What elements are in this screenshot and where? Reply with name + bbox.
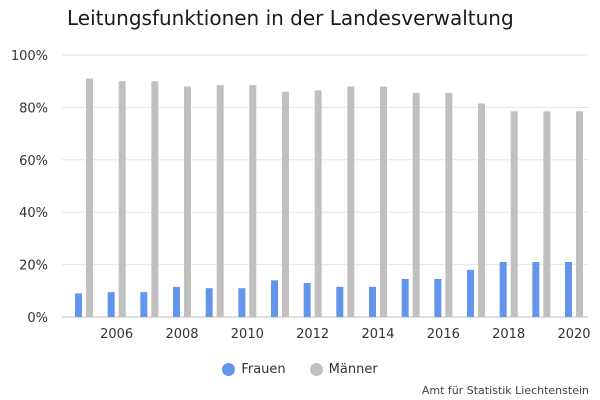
bar-mnner-2007[interactable] <box>151 81 159 317</box>
bar-mnner-2011[interactable] <box>282 91 289 318</box>
bar-frauen-2019[interactable] <box>532 261 540 317</box>
bar-frauen-2016[interactable] <box>434 279 442 317</box>
bar-frauen-2010[interactable] <box>238 288 246 317</box>
legend-swatch-maenner <box>309 363 323 376</box>
legend-label-frauen: Frauen <box>241 362 286 377</box>
x-axis-ticks: 2006 2008 2010 2012 2014 2016 2018 2020 <box>100 327 590 342</box>
bar-frauen-2015[interactable] <box>401 279 409 317</box>
y-tick-label: 80% <box>19 101 48 116</box>
legend: Frauen Männer <box>0 362 600 377</box>
y-tick-label: 0% <box>27 311 48 326</box>
bar-mnner-2006[interactable] <box>118 81 126 317</box>
bar-frauen-2012[interactable] <box>303 282 311 317</box>
bar-frauen-2011[interactable] <box>271 280 278 317</box>
source-note: Amt für Statistik Liechtenstein <box>421 384 589 397</box>
legend-label-maenner: Männer <box>328 362 378 377</box>
bar-mnner-2015[interactable] <box>412 92 420 318</box>
bar-mnner-2012[interactable] <box>314 90 322 318</box>
bar-mnner-2005[interactable] <box>86 78 93 317</box>
bar-frauen-2007[interactable] <box>140 292 148 317</box>
legend-item-maenner[interactable]: Männer <box>309 362 378 377</box>
y-tick-label: 40% <box>19 206 48 221</box>
bar-frauen-2008[interactable] <box>173 286 180 317</box>
legend-item-frauen[interactable]: Frauen <box>222 362 286 377</box>
bar-frauen-2014[interactable] <box>369 286 376 317</box>
bar-mnner-2017[interactable] <box>478 103 485 317</box>
bar-mnner-2014[interactable] <box>380 86 387 317</box>
y-tick-label: 60% <box>19 154 48 169</box>
bar-frauen-2009[interactable] <box>205 288 213 317</box>
y-axis-ticks: 0% 20% 40% 60% 80% 100% <box>11 49 48 326</box>
x-tick-label: 2006 <box>100 327 133 342</box>
bars <box>75 78 583 318</box>
y-tick-label: 20% <box>19 259 48 274</box>
bar-frauen-2005[interactable] <box>75 293 82 317</box>
legend-swatch-frauen <box>222 363 236 376</box>
bar-frauen-2020[interactable] <box>565 261 572 317</box>
x-tick-label: 2016 <box>427 327 460 342</box>
bar-frauen-2013[interactable] <box>336 286 344 317</box>
y-tick-label: 100% <box>11 49 48 64</box>
bar-mnner-2016[interactable] <box>445 92 453 318</box>
bar-frauen-2017[interactable] <box>467 269 474 317</box>
bar-mnner-2010[interactable] <box>249 85 257 317</box>
x-tick-label: 2020 <box>557 327 590 342</box>
bar-mnner-2020[interactable] <box>576 111 583 317</box>
bar-frauen-2006[interactable] <box>107 292 115 317</box>
x-tick-label: 2014 <box>361 327 394 342</box>
x-tick-label: 2012 <box>296 327 329 342</box>
chart-title: Leitungsfunktionen in der Landesverwaltu… <box>67 6 514 30</box>
bar-mnner-2018[interactable] <box>510 111 518 317</box>
grid-lines <box>62 54 588 318</box>
bar-mnner-2008[interactable] <box>184 86 191 317</box>
bar-frauen-2018[interactable] <box>499 261 507 317</box>
bar-mnner-2019[interactable] <box>543 111 551 317</box>
x-tick-label: 2010 <box>231 327 264 342</box>
bar-mnner-2013[interactable] <box>347 86 355 317</box>
x-tick-label: 2018 <box>492 327 525 342</box>
bar-mnner-2009[interactable] <box>216 85 224 317</box>
x-tick-label: 2008 <box>165 327 198 342</box>
